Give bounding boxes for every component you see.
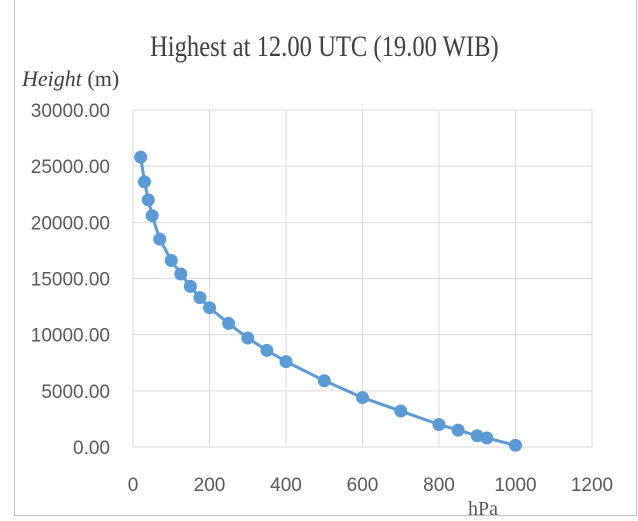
data-point: [134, 150, 148, 164]
x-tick-label: 200: [194, 475, 226, 496]
x-axis-label: hPa: [468, 498, 498, 520]
data-point: [394, 404, 408, 418]
data-point: [241, 331, 255, 345]
data-point: [145, 209, 159, 223]
y-tick-label: 25000.00: [31, 157, 110, 178]
data-point: [432, 418, 446, 432]
y-tick-label: 10000.00: [31, 326, 110, 347]
data-point: [222, 316, 236, 330]
data-point: [260, 343, 274, 357]
series-group: [134, 150, 522, 452]
y-tick-label: 30000.00: [31, 101, 110, 122]
x-tick-label: 1200: [571, 475, 613, 496]
data-point: [451, 423, 465, 437]
data-point: [279, 355, 293, 369]
y-axis-label: Height (m): [22, 66, 119, 92]
series-line: [139, 156, 516, 447]
chart-title: Highest at 12.00 UTC (19.00 WIB): [150, 30, 499, 63]
data-point: [480, 431, 494, 445]
data-point: [183, 279, 197, 293]
x-tick-label: 0: [128, 475, 139, 496]
y-tick-label: 5000.00: [41, 382, 110, 403]
data-point: [153, 232, 167, 246]
data-point: [509, 438, 522, 452]
y-tick-label: 15000.00: [31, 270, 110, 291]
data-point: [356, 391, 369, 405]
data-point: [174, 267, 188, 281]
y-tick-label: 0.00: [73, 438, 110, 459]
data-point: [203, 301, 216, 315]
x-tick-label: 400: [270, 475, 302, 496]
y-axis-label-unit: (m): [87, 66, 120, 91]
x-tick-labels: 0 200 400 600 800 1000 1200: [128, 475, 613, 496]
x-tick-label: 600: [347, 475, 379, 496]
data-point: [141, 193, 155, 207]
data-point: [137, 175, 151, 189]
x-tick-label: 1000: [494, 475, 536, 496]
data-point: [317, 374, 331, 388]
y-tick-label: 20000.00: [31, 213, 110, 234]
y-tick-labels: 0.00 5000.00 10000.00 15000.00 20000.00 25000…: [31, 101, 110, 459]
data-point: [164, 254, 178, 268]
data-point: [193, 291, 207, 305]
x-tick-label: 800: [423, 475, 455, 496]
y-axis-label-quantity: Height: [22, 66, 82, 91]
chart-frame: [14, 0, 637, 516]
